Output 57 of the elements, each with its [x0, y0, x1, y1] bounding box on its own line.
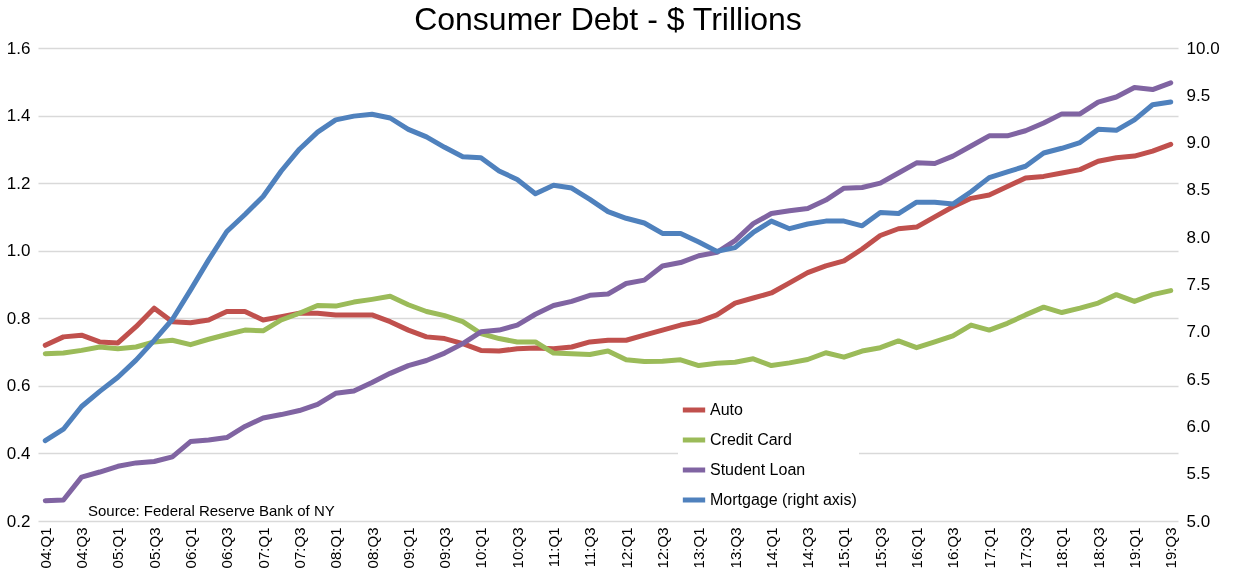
y2-tick-label: 5.5 [1186, 464, 1211, 484]
x-tick-label: 04:Q3 [73, 527, 91, 569]
x-tick-label: 09:Q3 [436, 527, 454, 569]
x-tick-label: 18:Q3 [1089, 527, 1107, 569]
x-tick-label: 16:Q3 [944, 527, 962, 569]
y2-tick-label: 6.5 [1186, 369, 1211, 389]
x-tick-label: 10:Q3 [508, 527, 526, 569]
x-tick-label: 13:Q1 [690, 527, 708, 569]
x-tick-label: 17:Q3 [1017, 527, 1035, 569]
legend-label: Student Loan [710, 461, 806, 478]
x-tick-label: 18:Q1 [1053, 527, 1071, 569]
x-tick-label: 19:Q1 [1125, 527, 1143, 569]
y-tick-label: 0.2 [6, 511, 31, 531]
x-tick-label: 06:Q3 [218, 527, 236, 569]
x-tick-label: 07:Q1 [254, 527, 272, 569]
x-tick-label: 11:Q3 [581, 527, 599, 568]
x-tick-label: 09:Q1 [399, 527, 417, 569]
x-tick-label: 15:Q3 [871, 527, 889, 569]
y2-tick-label: 5.0 [1186, 511, 1211, 531]
x-tick-label: 05:Q1 [109, 527, 127, 569]
y2-tick-label: 7.5 [1186, 275, 1211, 294]
x-tick-label: 14:Q3 [799, 527, 817, 569]
x-tick-label: 19:Q3 [1162, 527, 1180, 569]
x-tick-label: 12:Q1 [617, 527, 635, 569]
y2-tick-label: 7.0 [1186, 322, 1211, 342]
y2-tick-label: 10.0 [1186, 38, 1220, 58]
annotation: Source: Federal Reserve Bank of NY [88, 502, 335, 519]
legend-label: Auto [710, 401, 744, 418]
x-tick-label: 15:Q1 [835, 527, 853, 569]
y-tick-label: 1.2 [6, 173, 31, 193]
chart-title: Consumer Debt - $ Trillions [414, 1, 802, 37]
legend-label: Credit Card [710, 431, 792, 448]
y-tick-label: 1.0 [6, 241, 31, 261]
x-tick-label: 14:Q1 [762, 527, 780, 569]
y-tick-label: 1.4 [6, 106, 31, 126]
y-tick-label: 0.6 [6, 376, 31, 396]
y2-tick-label: 6.0 [1186, 416, 1211, 436]
x-tick-label: 05:Q3 [145, 527, 163, 569]
y2-tick-label: 8.0 [1186, 227, 1211, 247]
y-tick-label: 0.8 [6, 308, 31, 328]
x-tick-label: 10:Q1 [472, 527, 490, 569]
x-tick-label: 17:Q1 [980, 527, 998, 569]
x-tick-label: 04:Q1 [36, 527, 54, 569]
y-tick-label: 0.4 [6, 443, 31, 463]
y-tick-label: 1.6 [6, 38, 31, 58]
legend-label: Mortgage (right axis) [710, 491, 857, 508]
x-tick-label: 07:Q3 [290, 527, 308, 569]
x-tick-label: 13:Q3 [726, 527, 744, 569]
x-tick-label: 06:Q1 [181, 527, 199, 569]
y2-tick-label: 8.5 [1186, 180, 1211, 200]
y2-tick-label: 9.0 [1186, 133, 1211, 153]
x-tick-label: 16:Q1 [908, 527, 926, 569]
y2-tick-label: 9.5 [1186, 85, 1211, 105]
x-tick-label: 08:Q3 [363, 527, 381, 569]
x-tick-label: 11:Q1 [545, 527, 563, 568]
x-tick-label: 08:Q1 [327, 527, 345, 569]
x-tick-label: 12:Q3 [653, 527, 671, 569]
